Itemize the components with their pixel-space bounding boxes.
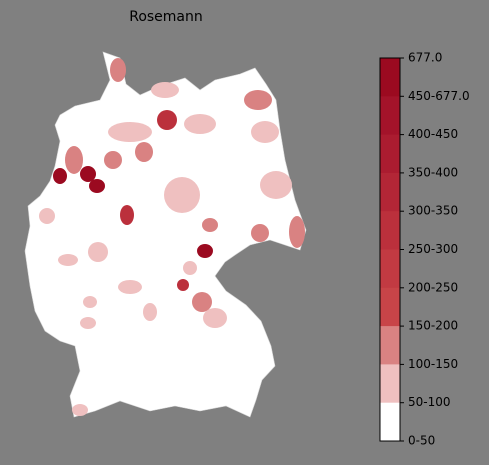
district <box>58 254 78 266</box>
colorbar-label: 50-100 <box>408 395 451 409</box>
district <box>251 224 269 242</box>
colorbar-label: 0-50 <box>408 434 435 448</box>
district <box>177 279 189 291</box>
district <box>203 308 227 328</box>
colorbar-label: 150-200 <box>408 319 458 333</box>
colorbar-segment <box>380 287 400 327</box>
district <box>143 303 157 321</box>
district <box>289 216 305 248</box>
colorbar-label: 200-250 <box>408 280 458 294</box>
district <box>110 58 126 82</box>
colorbar-segment <box>380 172 400 212</box>
district <box>260 171 292 199</box>
district <box>104 151 122 169</box>
district <box>183 261 197 275</box>
colorbar-label: 100-150 <box>408 357 458 371</box>
colorbar-label: 450-677.0 <box>408 89 470 103</box>
district <box>80 317 96 329</box>
district <box>120 205 134 225</box>
colorbar-label: 250-300 <box>408 242 458 256</box>
colorbar-segment <box>380 249 400 289</box>
colorbar-label: 400-450 <box>408 127 458 141</box>
district <box>88 242 108 262</box>
district <box>197 244 213 258</box>
colorbar-label: 300-350 <box>408 204 458 218</box>
colorbar-segment <box>380 134 400 174</box>
district <box>184 114 216 134</box>
district <box>135 142 153 162</box>
district <box>151 82 179 98</box>
colorbar: 677.0 450-677.0 400-450 350-400 300-350 250-3… <box>379 51 470 448</box>
district <box>53 168 67 184</box>
district <box>244 90 272 110</box>
colorbar-segment <box>380 58 400 97</box>
map-title: Rosemann <box>129 9 203 25</box>
district <box>89 179 105 193</box>
colorbar-segment <box>380 326 400 365</box>
colorbar-segment <box>380 96 400 136</box>
country-outline <box>24 51 307 418</box>
district <box>65 146 83 174</box>
colorbar-label: 677.0 <box>408 51 442 65</box>
district <box>80 166 96 182</box>
district <box>164 177 200 213</box>
district <box>118 280 142 294</box>
district <box>83 296 97 308</box>
district <box>72 404 88 416</box>
district <box>157 110 177 130</box>
colorbar-segment <box>380 211 400 250</box>
district <box>192 292 212 312</box>
colorbar-segment <box>380 364 400 404</box>
colorbar-segment <box>380 402 400 442</box>
district <box>202 218 218 232</box>
germany-map <box>24 51 307 418</box>
colorbar-label: 350-400 <box>408 165 458 179</box>
district <box>108 122 152 142</box>
district <box>251 121 279 143</box>
district-patches <box>39 58 305 416</box>
district <box>39 208 55 224</box>
